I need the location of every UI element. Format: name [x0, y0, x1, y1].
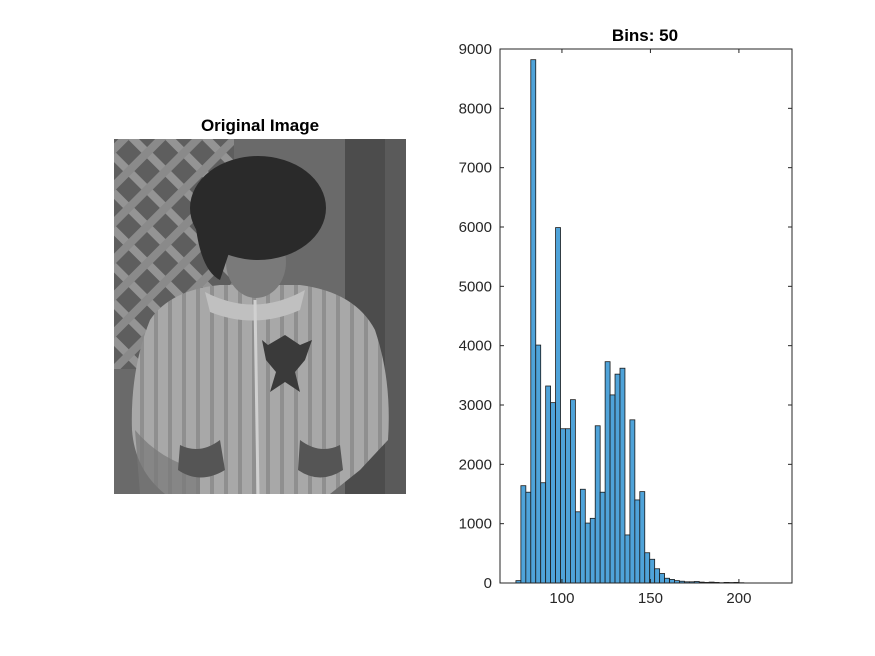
histogram-bar: [664, 577, 670, 584]
y-tick-label: 6000: [459, 219, 492, 236]
x-tick-label: 200: [726, 590, 751, 607]
jacket-shading: [135, 430, 200, 494]
histogram-bar: [540, 482, 547, 584]
histogram-bar: [545, 385, 552, 584]
histogram-bar: [669, 579, 675, 584]
histogram-bar: [599, 491, 606, 584]
histogram-bar: [639, 491, 646, 584]
image-title: Original Image: [201, 116, 319, 135]
histogram-bar: [644, 552, 651, 584]
y-tick-label: 8000: [459, 100, 492, 117]
y-tick-label: 9000: [459, 41, 492, 58]
y-tick-label: 7000: [459, 160, 492, 177]
histogram-bar: [654, 568, 661, 584]
plot-box: [499, 48, 793, 584]
histogram-bar: [570, 399, 576, 584]
y-tick-label: 5000: [459, 278, 492, 295]
histogram-bar: [574, 511, 581, 584]
histogram-bar: [634, 499, 641, 584]
pocket-right: [298, 440, 343, 478]
histogram-bar: [565, 428, 571, 584]
zipper: [253, 299, 260, 494]
histogram-bar: [604, 361, 611, 584]
pocket-left: [178, 440, 225, 478]
x-tick-label: 100: [549, 590, 574, 607]
histogram-bar: [659, 573, 665, 584]
histogram-bar: [550, 402, 556, 584]
histogram-bar: [589, 517, 596, 584]
histogram-bar: [555, 227, 561, 584]
x-tick-label: 150: [638, 590, 663, 607]
histogram-bar: [560, 428, 566, 584]
histogram-bar: [629, 419, 636, 584]
histogram-bar: [614, 373, 621, 584]
histogram-bar: [584, 522, 591, 584]
histogram-bar: [535, 344, 542, 584]
jacket: [131, 285, 389, 494]
y-tick-label: 4000: [459, 338, 492, 355]
histogram-bar: [579, 488, 586, 584]
right-post: [385, 139, 406, 494]
chart-title: Bins: 50: [612, 26, 678, 45]
hair-side: [195, 220, 230, 280]
y-tick-label: 1000: [459, 516, 492, 533]
hair: [190, 156, 326, 260]
y-tick-label: 2000: [459, 456, 492, 473]
original-image: [114, 139, 406, 494]
histogram-chart: 0 1000 2000 3000 4000 5000 6000 7000 8000 9000 100…: [459, 41, 793, 607]
histogram-bar: [530, 59, 537, 584]
histogram-bar: [609, 394, 616, 584]
y-tick-label: 3000: [459, 397, 492, 414]
histogram-bar: [525, 491, 532, 584]
histogram-bar: [594, 425, 601, 584]
jacket-emblem: [262, 335, 312, 392]
histogram-bar: [520, 485, 527, 584]
histogram-bar: [624, 534, 631, 584]
histogram-bar: [619, 367, 626, 584]
y-tick-label: 0: [484, 575, 492, 592]
